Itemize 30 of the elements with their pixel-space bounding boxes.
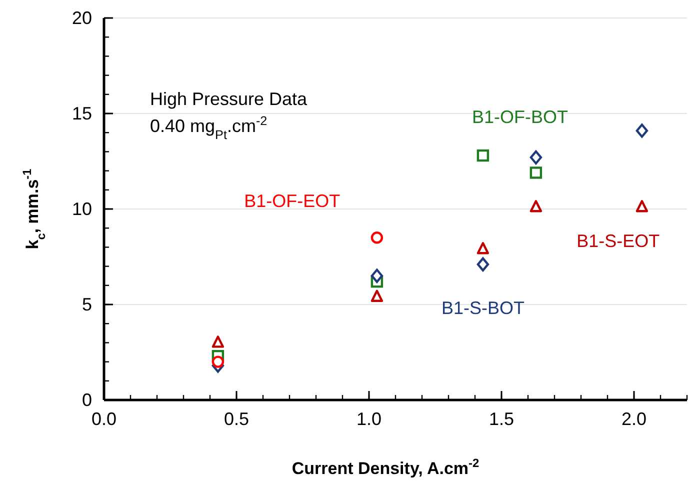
point <box>530 200 542 212</box>
point <box>212 356 224 368</box>
annotation: High Pressure Data <box>150 89 308 109</box>
y-tick-label: 5 <box>82 294 92 314</box>
series-label: B1-S-EOT <box>576 231 660 252</box>
series-label: B1-OF-BOT <box>472 107 568 128</box>
point <box>370 268 384 283</box>
text: B1-S-BOT <box>441 298 524 318</box>
x-tick-label: 0.5 <box>224 409 250 429</box>
annotation: 0.40 mg$_{Pt}$.cm$^{-2}$ <box>150 114 268 142</box>
point <box>530 150 542 165</box>
point <box>212 336 224 348</box>
y-tick-label: 15 <box>72 104 92 124</box>
point <box>370 232 384 244</box>
point <box>476 242 490 254</box>
point <box>476 257 490 272</box>
x-axis-title: Current Density, A.cm$^{-2}$ <box>292 456 480 478</box>
point <box>476 149 490 162</box>
y-tick-label: 10 <box>72 199 92 219</box>
point <box>636 124 648 138</box>
point <box>636 200 648 212</box>
x-tick-label: 1.5 <box>488 409 514 429</box>
x-tick-label: 0.0 <box>91 409 117 429</box>
x-tick-label: 2.0 <box>621 409 647 429</box>
y-tick-label: 0 <box>82 390 92 410</box>
text: B1-OF-EOT <box>244 191 340 212</box>
point <box>530 166 542 179</box>
point <box>370 290 384 302</box>
x-tick-label: 1.0 <box>356 409 382 429</box>
y-tick-label: 20 <box>72 8 92 28</box>
